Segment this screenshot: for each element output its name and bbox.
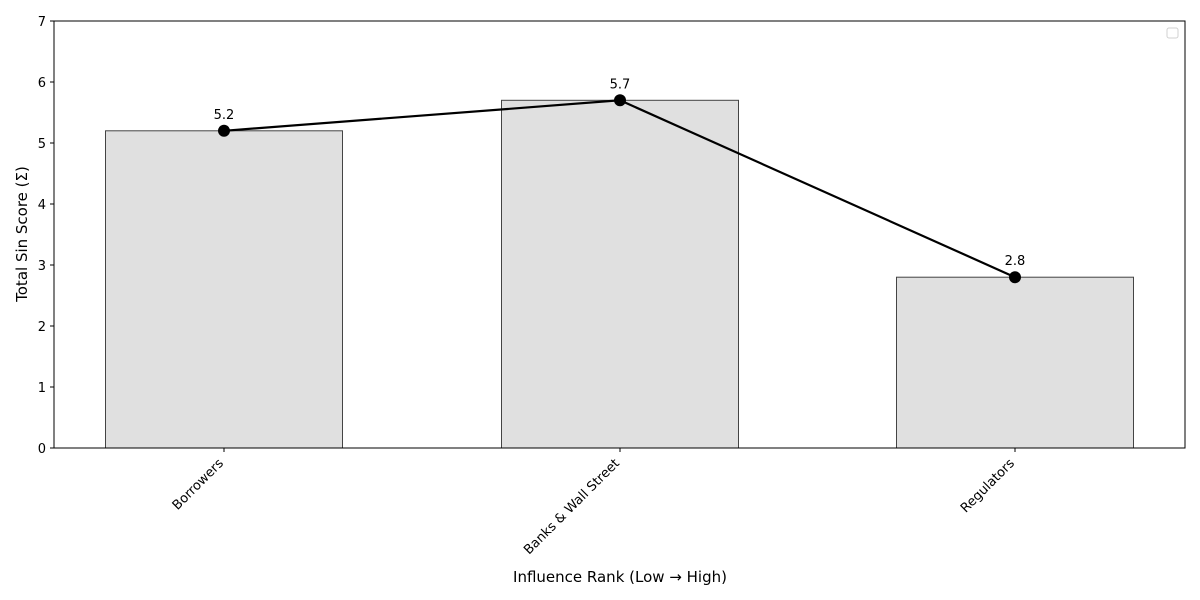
y-tick-label: 3 xyxy=(38,259,46,274)
data-point-marker xyxy=(1009,271,1021,284)
x-axis: Borrowers Banks & Wall Street Regulators xyxy=(170,448,1018,558)
bar-borrowers xyxy=(105,130,343,449)
data-label: 2.8 xyxy=(1005,254,1026,269)
bar-regulators xyxy=(896,276,1134,449)
y-tick-label: 6 xyxy=(38,76,46,91)
y-axis: 0 1 2 3 4 5 6 7 xyxy=(38,15,54,457)
x-tick-label: Banks & Wall Street xyxy=(521,456,623,558)
bars xyxy=(105,99,1134,449)
x-tick-label: Regulators xyxy=(958,456,1018,516)
y-tick-label: 2 xyxy=(38,320,46,335)
y-tick-label: 0 xyxy=(38,442,46,457)
data-label: 5.2 xyxy=(214,108,235,123)
bar-banks-wall-street xyxy=(501,99,739,449)
data-label: 5.7 xyxy=(610,77,631,92)
trend-line xyxy=(218,94,1021,284)
y-tick-label: 4 xyxy=(38,198,46,213)
y-tick-label: 1 xyxy=(38,381,46,396)
y-tick-label: 7 xyxy=(38,15,46,30)
y-tick-label: 5 xyxy=(38,137,46,152)
x-axis-title: Influence Rank (Low → High) xyxy=(513,568,727,586)
legend-box xyxy=(1166,27,1179,39)
data-point-marker xyxy=(218,124,230,137)
x-tick-label: Borrowers xyxy=(170,456,227,513)
data-labels: 5.2 5.7 2.8 xyxy=(214,77,1026,269)
y-axis-title: Total Sin Score (Σ) xyxy=(13,166,31,303)
data-point-marker xyxy=(614,94,626,107)
